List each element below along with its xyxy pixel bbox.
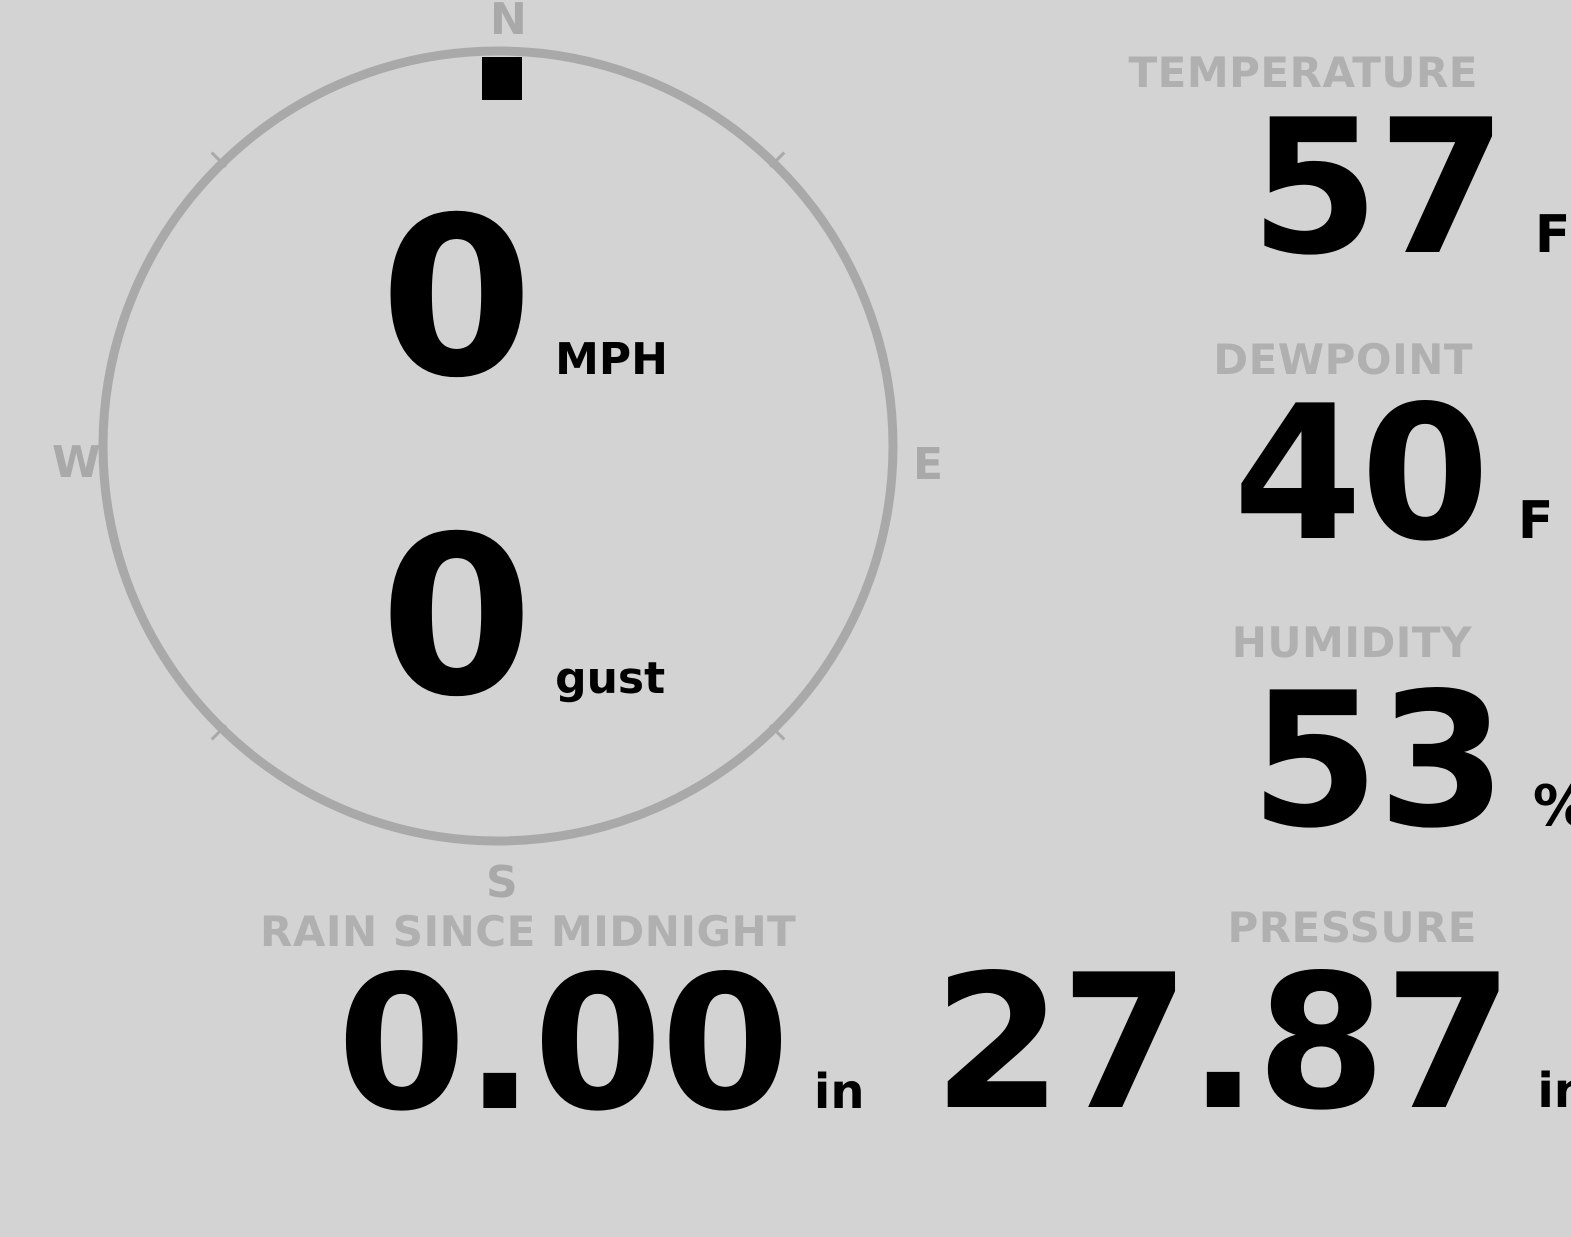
dewpoint-label: DEWPOINT [1213, 335, 1473, 384]
compass-south-label: S [486, 857, 518, 908]
wind-speed: 0 MPH [380, 188, 668, 408]
wind-speed-value: 0 [380, 170, 534, 426]
pressure-label: PRESSURE [1227, 903, 1477, 952]
wind-speed-unit: MPH [555, 334, 668, 385]
rain-stat: 0.00 in [337, 951, 865, 1137]
compass-ring [98, 46, 898, 846]
compass-north-label: N [490, 0, 527, 45]
temperature-label: TEMPERATURE [1128, 48, 1478, 97]
dewpoint-stat: 40 F [1233, 381, 1553, 567]
humidity-stat: 53 % [1250, 668, 1571, 854]
temperature-unit: F [1534, 205, 1571, 265]
rain-label: RAIN SINCE MIDNIGHT [260, 907, 797, 956]
temperature-stat: 57 F [1250, 95, 1570, 281]
wind-gust-value: 0 [380, 489, 534, 745]
humidity-value: 53 [1250, 652, 1507, 869]
humidity-unit: % [1533, 779, 1571, 835]
wind-gust-unit: gust [555, 653, 666, 704]
temperature-value: 57 [1250, 79, 1507, 296]
dewpoint-value: 40 [1233, 365, 1490, 582]
wind-direction-marker [482, 57, 522, 100]
compass-west-label: W [52, 437, 101, 488]
compass-east-label: E [913, 439, 944, 490]
pressure-stat: 27.87 in [933, 950, 1571, 1136]
wind-gust: 0 gust [380, 507, 665, 727]
compass-intercardinal-ticks [210, 151, 786, 741]
pressure-unit: in [1537, 1063, 1571, 1119]
dewpoint-unit: F [1517, 491, 1554, 551]
pressure-value: 27.87 [933, 934, 1513, 1151]
humidity-label: HUMIDITY [1231, 618, 1472, 667]
rain-value: 0.00 [337, 935, 790, 1152]
rain-unit: in [813, 1064, 865, 1120]
